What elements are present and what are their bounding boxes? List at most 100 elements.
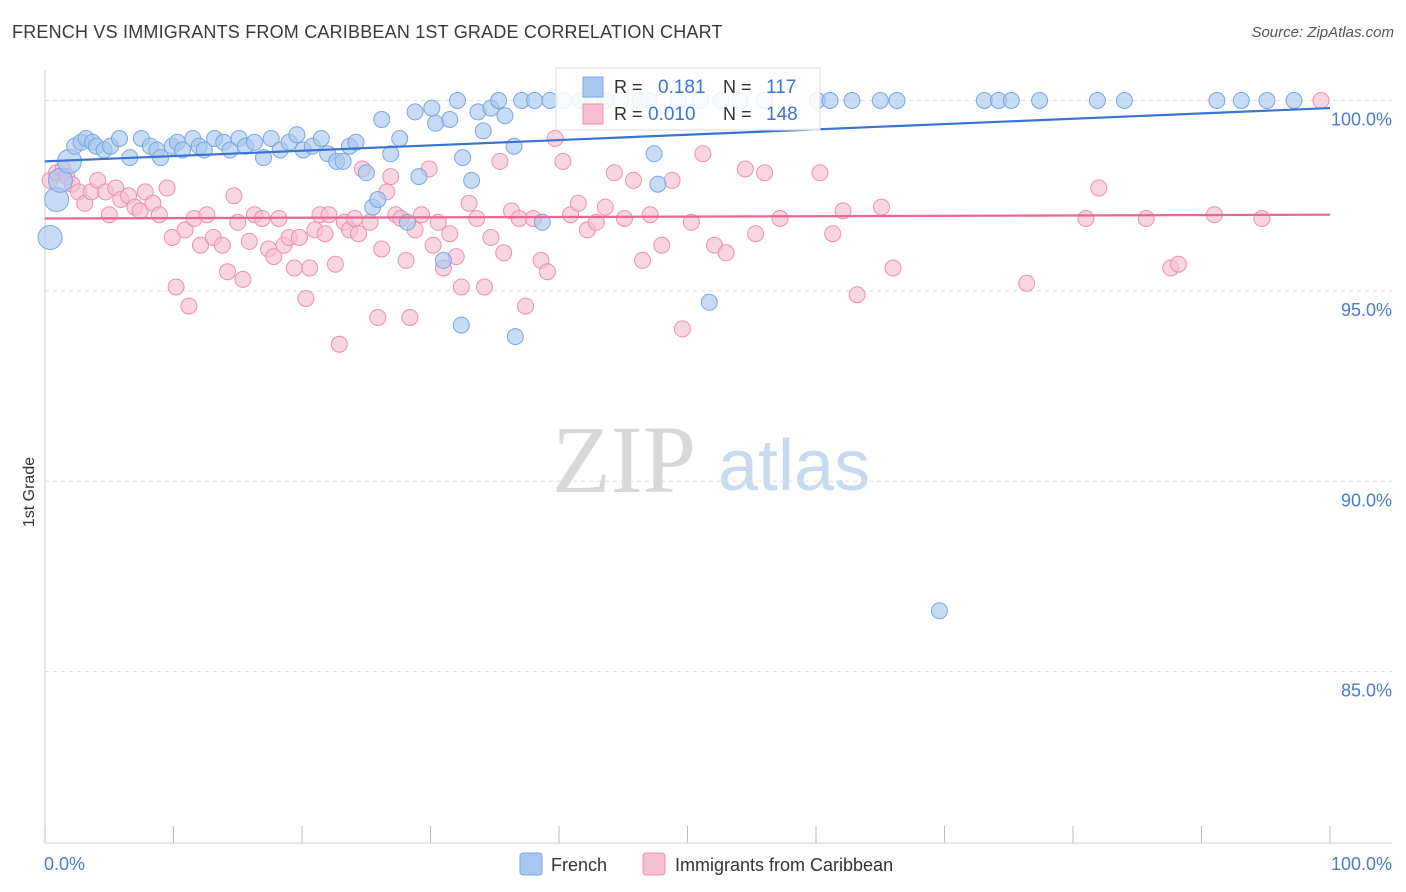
french-point-58	[463, 171, 481, 189]
caribbean-point-25	[192, 236, 209, 254]
caribbean-point-10	[100, 206, 118, 224]
french-point-93	[1002, 92, 1020, 109]
french-point-33	[288, 126, 306, 144]
french-point-41	[347, 133, 365, 151]
french-point-39	[334, 152, 352, 170]
caribbean-point-76	[476, 278, 493, 296]
caribbean-point-101	[682, 213, 700, 231]
french-point-29	[255, 149, 272, 167]
caribbean-point-60	[382, 168, 400, 186]
caribbean-point-42	[290, 229, 308, 246]
french-point-77	[649, 175, 667, 193]
french-point-99	[1258, 92, 1276, 109]
caribbean-point-68	[424, 236, 442, 254]
french-point-19	[174, 141, 191, 159]
caribbean-point-98	[653, 236, 671, 254]
y-tick-label-100: 100.0%	[1331, 109, 1392, 129]
caribbean-point-82	[517, 297, 535, 315]
legend-swatch-caribbean	[642, 852, 666, 876]
trend-line-french	[44, 106, 1331, 163]
caribbean-point-96	[634, 251, 651, 269]
caribbean-point-22	[176, 221, 194, 239]
stats-r-label-french: R =	[614, 77, 643, 97]
caribbean-point-122	[1253, 210, 1271, 227]
caribbean-point-28	[213, 236, 231, 254]
french-point-89	[888, 92, 906, 109]
french-point-50	[410, 168, 428, 186]
caribbean-point-21	[167, 278, 185, 296]
caribbean-point-33	[240, 232, 258, 250]
french-point-53	[434, 251, 452, 269]
french-point-62	[490, 92, 508, 109]
caribbean-point-54	[350, 225, 367, 243]
caribbean-point-77	[482, 229, 500, 246]
caribbean-point-37	[265, 248, 283, 266]
caribbean-point-85	[538, 263, 556, 281]
caribbean-point-95	[625, 171, 642, 189]
caribbean-point-115	[1018, 274, 1036, 292]
caribbean-point-89	[569, 194, 587, 212]
caribbean-point-104	[717, 244, 735, 262]
caribbean-point-32	[234, 270, 252, 288]
caribbean-point-86	[546, 130, 564, 147]
french-point-87	[843, 92, 861, 109]
french-point-57	[452, 316, 470, 334]
french-point-94	[1031, 92, 1049, 109]
caribbean-point-63	[397, 251, 415, 269]
caribbean-point-41	[285, 259, 303, 277]
french-point-91	[975, 92, 993, 109]
y-tick-label-85: 85.0%	[1341, 681, 1392, 701]
french-point-96	[1115, 92, 1133, 109]
caribbean-point-99	[663, 171, 681, 189]
stats-n-label-caribbean: N =	[723, 104, 752, 124]
y-tick-label-90: 90.0%	[1341, 490, 1392, 510]
bottom-legend: French Immigrants from Caribbean	[519, 852, 893, 876]
caribbean-point-120	[1169, 255, 1187, 273]
stats-r-value-french: 0.181	[658, 77, 706, 98]
caribbean-point-71	[441, 225, 459, 243]
caribbean-point-123	[1312, 92, 1330, 109]
french-point-0	[37, 225, 63, 250]
stats-r-value-caribbean: 0.010	[648, 104, 696, 125]
caribbean-point-20	[163, 229, 181, 246]
caribbean-point-18	[150, 206, 168, 224]
y-tick-label-95: 95.0%	[1341, 300, 1392, 320]
caribbean-point-112	[848, 286, 866, 304]
french-point-44	[369, 191, 387, 208]
caribbean-point-109	[811, 164, 829, 182]
chart-title: FRENCH VS IMMIGRANTS FROM CARIBBEAN 1ST …	[12, 22, 723, 42]
caribbean-point-47	[316, 225, 334, 243]
stats-legend: R = 0.181 N = 117 R = 0.010 N = 148	[555, 67, 821, 131]
legend-label-french: French	[551, 855, 607, 875]
stats-n-value-french: 117	[766, 77, 796, 98]
x-tick-label-max: 100.0%	[1331, 854, 1392, 874]
caribbean-point-116	[1077, 210, 1095, 227]
caribbean-point-29	[219, 263, 236, 281]
stats-n-label-french: N =	[723, 77, 752, 97]
caribbean-point-23	[180, 297, 198, 315]
stats-n-value-caribbean: 148	[766, 104, 798, 125]
french-point-51	[423, 99, 441, 117]
y-axis-label: 1st Grade	[21, 457, 38, 527]
grid-lines	[45, 99, 1392, 673]
caribbean-point-93	[605, 164, 623, 182]
trend-lines	[44, 106, 1331, 220]
caribbean-point-73	[452, 278, 470, 296]
caribbean-point-118	[1137, 210, 1155, 227]
french-point-49	[406, 103, 424, 121]
caribbean-point-113	[873, 198, 890, 216]
french-point-65	[506, 328, 524, 346]
caribbean-point-91	[587, 213, 605, 231]
french-point-98	[1232, 92, 1250, 109]
french-point-97	[1208, 92, 1226, 109]
french-point-45	[373, 111, 391, 128]
caribbean-point-100	[673, 320, 691, 338]
caribbean-point-92	[596, 198, 614, 216]
caribbean-point-43	[297, 290, 315, 307]
caribbean-point-102	[694, 145, 712, 163]
watermark-zip: ZIP	[552, 406, 696, 513]
french-point-42	[357, 164, 375, 182]
french-point-63	[496, 107, 514, 125]
caribbean-point-87	[554, 152, 572, 170]
